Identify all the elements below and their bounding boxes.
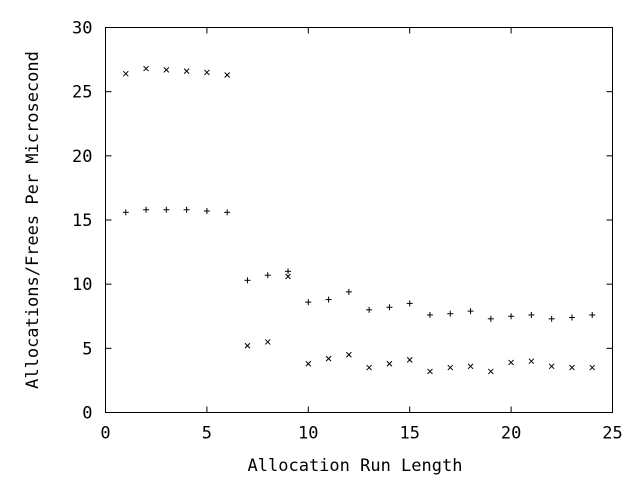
plus-point: [325, 296, 332, 303]
y-tick-label: 10: [72, 275, 92, 295]
y-tick-label: 25: [72, 83, 92, 103]
plus-point: [224, 209, 231, 216]
cross-point: [589, 364, 596, 371]
cross-point: [305, 360, 312, 367]
plus-point: [568, 314, 575, 321]
y-tick-label: 15: [72, 211, 92, 231]
plus-point: [548, 315, 555, 322]
plus-point: [285, 268, 292, 275]
x-tick-label: 5: [202, 424, 212, 444]
data-marks: [122, 65, 596, 375]
cross-point: [406, 357, 413, 363]
plus-point: [366, 306, 373, 313]
plus-point: [386, 304, 393, 311]
plus-point: [508, 313, 515, 320]
y-tick-label: 0: [82, 404, 92, 424]
y-tick-label: 30: [72, 19, 92, 39]
cross-point: [548, 363, 555, 370]
x-tick-label: 10: [298, 424, 318, 444]
cross-point: [569, 364, 575, 371]
x-tick-label: 15: [399, 424, 419, 444]
cross-point: [163, 66, 170, 73]
plus-point: [163, 206, 170, 213]
x-tick-label: 20: [501, 424, 521, 444]
plus-point: [426, 311, 433, 318]
cross-point: [386, 360, 393, 367]
y-tick-label: 20: [72, 147, 92, 167]
cross-point: [508, 359, 514, 366]
cross-point: [244, 342, 251, 349]
cross-point: [143, 65, 149, 72]
tick-labels: 0 5 10 15 20 25 0 5 10 15 20 25 30: [72, 19, 623, 444]
plus-point: [487, 315, 494, 322]
plot-frame: [105, 27, 613, 413]
cross-point: [346, 351, 352, 358]
plus-point: [244, 277, 251, 284]
plus-point: [447, 310, 454, 317]
plus-point: [345, 288, 352, 295]
plus-point: [143, 206, 150, 213]
x-axis-label: Allocation Run Length: [248, 456, 463, 476]
plus-point: [528, 311, 535, 318]
x-tick-label: 25: [602, 424, 622, 444]
plus-point: [203, 208, 210, 215]
cross-point: [224, 72, 231, 78]
axis-ticks: [105, 27, 613, 413]
cross-point: [264, 339, 271, 345]
cross-point: [285, 273, 291, 280]
plus-point: [589, 311, 596, 318]
x-tick-label: 0: [100, 424, 110, 444]
y-tick-label: 5: [82, 339, 92, 359]
cross-point: [528, 358, 535, 365]
cross-point: [122, 70, 129, 77]
plus-point: [183, 206, 190, 213]
cross-point: [447, 364, 454, 371]
cross-point: [366, 364, 372, 371]
cross-point: [427, 368, 433, 375]
plus-point: [122, 209, 129, 216]
plus-point: [305, 299, 312, 306]
cross-point: [183, 68, 190, 74]
cross-point: [467, 363, 474, 370]
cross-point: [325, 355, 332, 362]
y-axis-label: Allocations/Frees Per Microsecond: [23, 51, 43, 389]
plus-point: [406, 300, 413, 307]
plus-point: [467, 308, 474, 315]
cross-point: [204, 69, 210, 76]
cross-point: [487, 368, 494, 375]
plus-point: [264, 272, 271, 279]
